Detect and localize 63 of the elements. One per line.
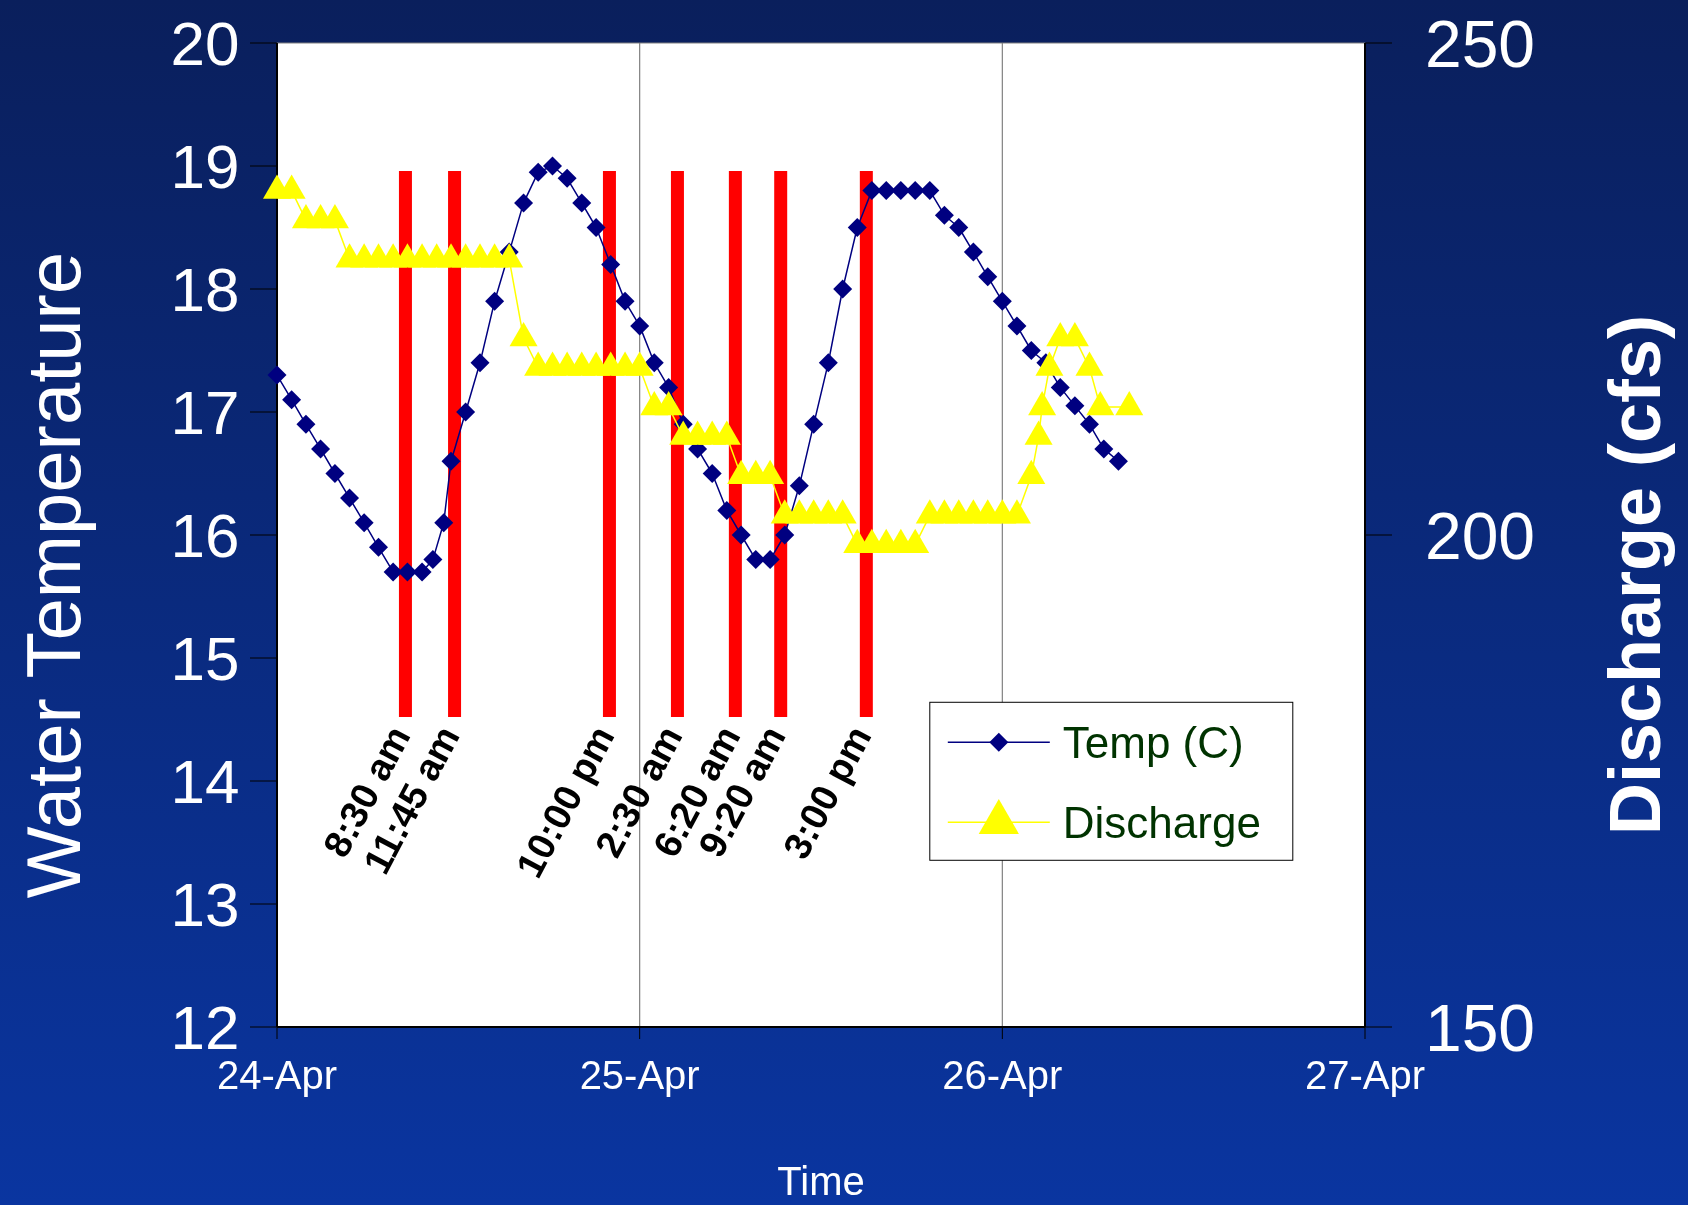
x-tick-label: 24-Apr: [216, 1053, 338, 1097]
point: [818, 353, 838, 373]
point: [1007, 316, 1027, 336]
y-tick-label: 13: [170, 870, 240, 940]
point: [572, 193, 592, 213]
point: [862, 181, 882, 201]
point: [1021, 341, 1041, 360]
point: [905, 181, 925, 201]
y2-tick-label: 250: [1424, 6, 1536, 81]
point: [775, 525, 795, 545]
legend-label: Temp (C): [1062, 718, 1244, 768]
point: [456, 402, 476, 422]
point: [528, 162, 548, 182]
y-tick-label: 18: [170, 255, 240, 325]
point: [978, 267, 998, 287]
y-tick-label: 16: [170, 501, 240, 571]
point: [485, 291, 505, 311]
point: [847, 218, 867, 237]
point: [1108, 451, 1128, 471]
y2-tick-label: 200: [1424, 498, 1536, 573]
x-tick-label: 27-Apr: [1304, 1053, 1426, 1097]
point: [702, 464, 722, 483]
point: [717, 500, 737, 520]
point: [659, 377, 679, 397]
point: [833, 279, 853, 299]
legend-label: Discharge: [1062, 798, 1261, 848]
point: [746, 550, 766, 570]
point: [804, 414, 824, 434]
point: [615, 291, 635, 311]
point: [586, 218, 606, 237]
y2-tick-label: 150: [1424, 990, 1536, 1065]
y-axis-title: Water Temperature: [11, 251, 96, 899]
point: [891, 181, 911, 201]
x-axis-title: Time: [777, 1159, 865, 1203]
point: [760, 550, 780, 570]
point: [470, 353, 490, 373]
point: [963, 242, 983, 262]
point: [630, 316, 650, 336]
x-tick-label: 25-Apr: [579, 1053, 700, 1097]
point: [514, 193, 534, 213]
point: [1094, 439, 1114, 459]
point: [949, 218, 969, 237]
point: [1079, 414, 1099, 434]
y2-axis-title: Discharge (cfs): [1595, 314, 1675, 836]
y-tick-label: 19: [170, 132, 240, 202]
y-tick-label: 17: [170, 378, 240, 448]
x-tick-label: 26-Apr: [942, 1053, 1063, 1097]
point: [543, 156, 563, 176]
y-tick-label: 14: [170, 747, 240, 817]
point: [557, 168, 577, 188]
point: [644, 353, 664, 373]
y-tick-label: 20: [170, 9, 240, 79]
point: [1050, 377, 1070, 397]
point: [1065, 396, 1085, 416]
point: [441, 451, 461, 471]
point: [601, 254, 621, 274]
point: [876, 181, 896, 201]
point: [920, 181, 940, 201]
point: [934, 205, 954, 225]
point: [731, 525, 751, 545]
point: [992, 291, 1012, 311]
point: [789, 476, 809, 496]
y-tick-label: 15: [170, 624, 240, 694]
